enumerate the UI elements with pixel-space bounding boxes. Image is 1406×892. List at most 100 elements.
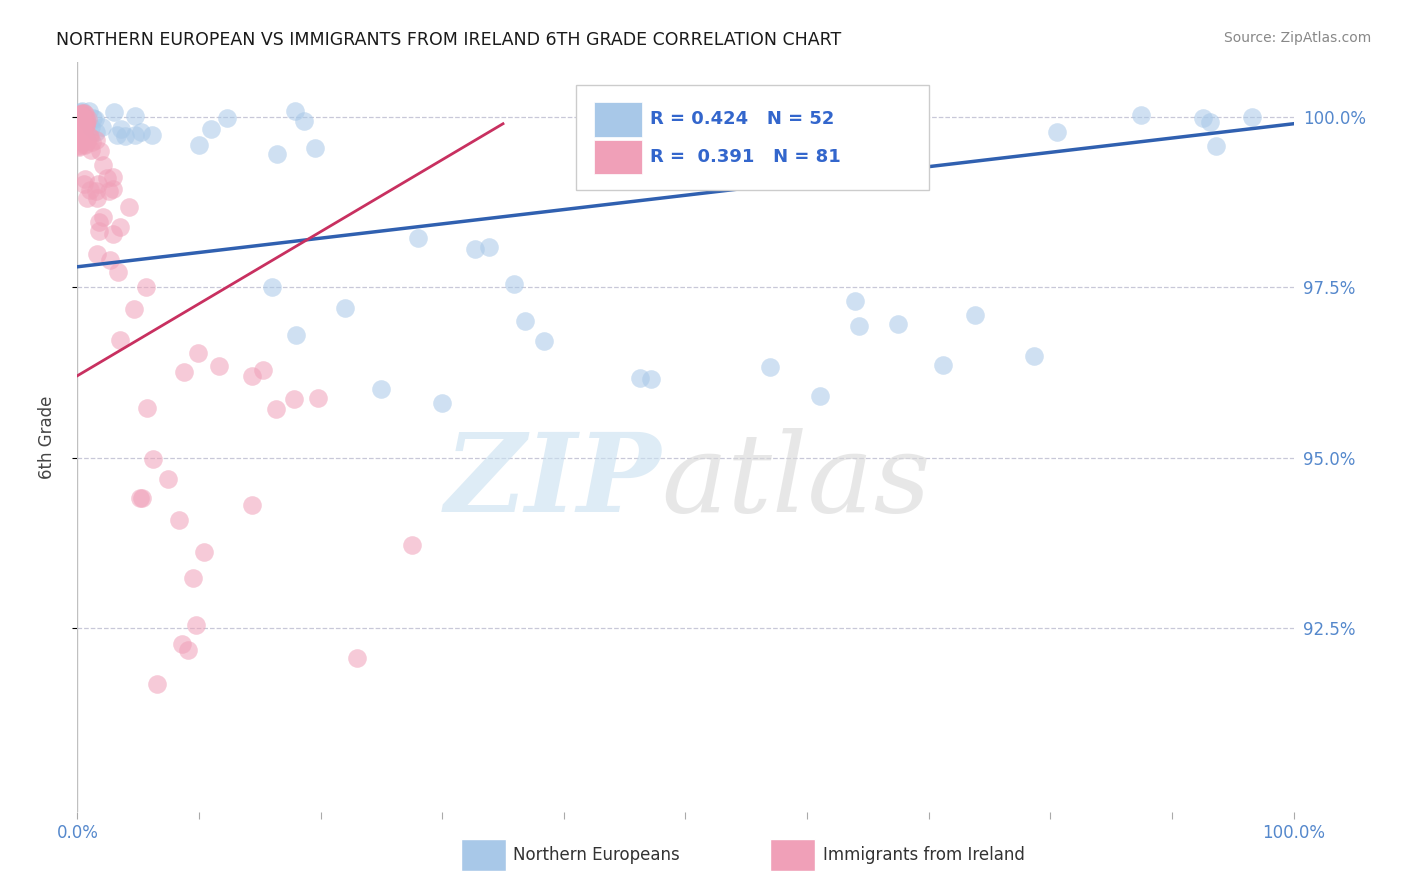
Point [79,130,101,145]
Point [188,138,211,153]
Point [128,491,150,505]
Point [129,125,152,139]
Point [177,642,200,657]
Point [1045,125,1067,139]
Point [69,105,91,120]
Point [1205,139,1227,153]
Point [75,138,97,153]
Y-axis label: 6th Grade: 6th Grade [38,395,56,479]
Point [124,128,146,142]
Point [284,103,307,118]
Point [200,121,222,136]
Point [464,242,486,256]
Point [110,121,132,136]
Point [346,650,368,665]
Point [187,346,209,360]
Point [533,334,555,348]
Point [292,114,315,128]
Point [107,264,129,278]
Point [114,129,136,144]
Point [70,108,93,122]
Text: R =  0.391   N = 81: R = 0.391 N = 81 [650,148,841,166]
Point [963,308,986,322]
Point [932,358,955,372]
Point [75,114,97,128]
Point [77,112,100,127]
Text: ZIP: ZIP [444,428,661,536]
Point [86,133,108,147]
Point [69,130,91,145]
Point [264,401,287,416]
Point [181,571,204,585]
Point [630,370,652,384]
Point [167,513,190,527]
Point [91,120,114,134]
Point [1024,349,1046,363]
Point [98,184,121,198]
Point [105,128,128,142]
Point [73,122,96,136]
Point [136,401,159,416]
Point [80,143,103,157]
Point [86,178,108,192]
Point [1241,110,1264,124]
Point [208,359,231,374]
Point [101,227,124,242]
Text: Immigrants from Ireland: Immigrants from Ireland [823,847,1025,864]
Point [67,139,90,153]
Point [844,294,866,309]
Point [77,128,100,143]
Point [759,359,782,374]
Point [73,106,96,120]
Point [80,135,103,149]
Point [70,104,93,119]
Point [86,247,108,261]
Point [1192,111,1215,125]
Point [79,183,101,197]
Point [124,109,146,123]
Point [70,107,93,121]
Point [70,108,93,122]
Point [72,128,94,143]
Text: Northern Europeans: Northern Europeans [513,847,681,864]
Point [84,184,107,198]
Point [307,392,329,406]
Point [503,277,526,292]
Point [173,365,195,379]
FancyBboxPatch shape [595,140,641,174]
Point [285,327,308,342]
Point [640,372,662,386]
Text: atlas: atlas [661,428,931,536]
Point [103,105,125,120]
Point [75,136,97,151]
Point [170,637,193,651]
Point [141,128,163,142]
Point [69,108,91,122]
Point [80,120,103,134]
Point [193,544,215,558]
Text: R = 0.424   N = 52: R = 0.424 N = 52 [650,111,835,128]
Point [75,118,97,132]
Point [266,147,288,161]
Point [89,144,111,158]
Point [69,111,91,125]
Point [401,538,423,552]
Point [848,318,870,333]
Point [75,171,97,186]
Point [77,103,100,118]
Point [96,171,118,186]
Point [72,116,94,130]
Point [240,499,263,513]
Point [252,362,274,376]
FancyBboxPatch shape [576,85,929,190]
Point [101,182,124,196]
Point [1129,108,1152,122]
Point [103,170,125,185]
Point [513,314,536,328]
Point [135,279,157,293]
Text: NORTHERN EUROPEAN VS IMMIGRANTS FROM IRELAND 6TH GRADE CORRELATION CHART: NORTHERN EUROPEAN VS IMMIGRANTS FROM IRE… [56,31,841,49]
Point [370,383,392,397]
Point [886,318,908,332]
Point [304,141,326,155]
Point [87,215,110,229]
